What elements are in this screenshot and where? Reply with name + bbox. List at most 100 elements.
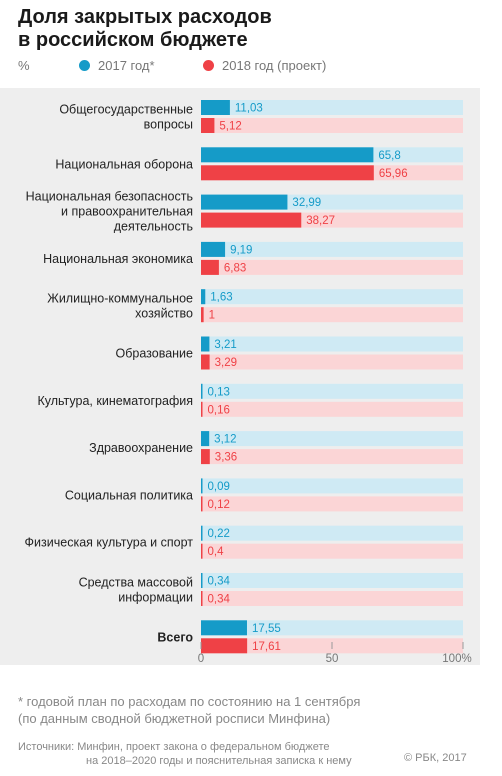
bar-2017 bbox=[201, 383, 203, 399]
value-label-2018: 65,96 bbox=[379, 168, 408, 180]
source-note: Источники: Минфин, проект закона о федер… bbox=[18, 740, 378, 768]
category-label: Здравоохранение bbox=[89, 441, 193, 455]
bar-track-2017 bbox=[201, 431, 463, 447]
value-label-2017: 0,13 bbox=[208, 386, 230, 398]
bar-2018 bbox=[201, 496, 203, 512]
chart-panel: 11,03 5,12 Общегосударственные вопросы 65,8 6… bbox=[0, 88, 480, 665]
legend-dot-2017-icon bbox=[79, 60, 90, 71]
bar-track-2017 bbox=[201, 100, 463, 115]
category-label: Средства массовой bbox=[79, 576, 193, 590]
bar-2017 bbox=[201, 431, 210, 447]
category-label: Национальная безопасность bbox=[26, 190, 193, 204]
category-label: хозяйство bbox=[135, 307, 193, 321]
bar-2018 bbox=[201, 449, 210, 465]
bar-track-2018 bbox=[201, 591, 463, 606]
value-label-2018: 1 bbox=[209, 310, 215, 322]
category-label: вопросы bbox=[144, 118, 193, 132]
legend-dot-2018-icon bbox=[203, 60, 214, 71]
bar-track-2018 bbox=[201, 496, 463, 512]
value-label-2018: 17,61 bbox=[252, 641, 281, 653]
bar-track-2017 bbox=[201, 525, 463, 541]
bar-track-2018 bbox=[201, 543, 463, 559]
bar-2017 bbox=[201, 573, 203, 588]
value-label-2018: 5,12 bbox=[219, 121, 241, 133]
value-label-2017: 9,19 bbox=[230, 244, 252, 256]
value-label-2017: 1,63 bbox=[210, 292, 232, 304]
category-label: Всего bbox=[157, 630, 193, 644]
chart-title-line1: Доля закрытых расходов bbox=[18, 6, 272, 28]
bar-2017 bbox=[201, 194, 288, 210]
category-label: Культура, кинематография bbox=[37, 394, 193, 408]
value-label-2017: 0,09 bbox=[208, 481, 230, 493]
value-label-2017: 65,8 bbox=[378, 150, 400, 162]
bar-track-2018 bbox=[201, 354, 463, 370]
bar-2018 bbox=[201, 259, 219, 275]
value-label-2018: 0,4 bbox=[208, 546, 225, 558]
bar-track-2017 bbox=[201, 241, 463, 257]
bar-2017 bbox=[201, 147, 374, 163]
bar-2017 bbox=[201, 478, 203, 494]
value-label-2017: 3,21 bbox=[214, 339, 236, 351]
bar-2017 bbox=[201, 525, 203, 541]
bar-track-2017 bbox=[201, 383, 463, 399]
category-label: Социальная политика bbox=[65, 488, 193, 502]
bar-track-2018 bbox=[201, 118, 463, 133]
category-label: информации bbox=[118, 591, 193, 605]
bar-2017 bbox=[201, 336, 210, 352]
legend-label-2018: 2018 год (проект) bbox=[222, 58, 327, 73]
bar-2018 bbox=[201, 165, 374, 181]
value-label-2018: 0,12 bbox=[208, 499, 230, 511]
bar-2018 bbox=[201, 591, 203, 606]
bar-2018 bbox=[201, 638, 248, 654]
bar-2018 bbox=[201, 401, 203, 417]
value-label-2017: 0,22 bbox=[208, 528, 230, 540]
value-label-2018: 38,27 bbox=[306, 215, 335, 227]
bar-track-2018 bbox=[201, 401, 463, 417]
category-label: Национальная оборона bbox=[55, 157, 193, 171]
x-tick-label: 50 bbox=[326, 653, 339, 665]
value-label-2018: 0,16 bbox=[208, 404, 230, 416]
legend-item-2018: 2018 год (проект) bbox=[203, 58, 326, 73]
footnote-line2: (по данным сводной бюджетной росписи Мин… bbox=[18, 711, 331, 726]
bar-track-2017 bbox=[201, 620, 463, 636]
bar-track-2017 bbox=[201, 289, 463, 305]
bar-2018 bbox=[201, 307, 204, 323]
x-tick-label: 100% bbox=[442, 653, 471, 665]
bar-2018 bbox=[201, 354, 210, 370]
category-label: деятельность bbox=[114, 220, 193, 234]
value-label-2017: 3,12 bbox=[214, 434, 236, 446]
value-label-2017: 17,55 bbox=[252, 623, 281, 635]
legend-item-2017: 2017 год* bbox=[79, 58, 155, 73]
bar-2017 bbox=[201, 289, 206, 305]
bar-track-2018 bbox=[201, 307, 463, 323]
x-tick-label: 0 bbox=[198, 653, 204, 665]
copyright: © РБК, 2017 bbox=[404, 752, 467, 764]
bar-track-2017 bbox=[201, 573, 463, 588]
category-label: и правоохранительная bbox=[61, 205, 193, 219]
chart-title: Доля закрытых расходов в российском бюдж… bbox=[18, 6, 318, 52]
category-label: Общегосударственные bbox=[59, 103, 193, 117]
footnote: * годовой план по расходам по состоянию … bbox=[18, 693, 398, 727]
value-label-2017: 32,99 bbox=[292, 197, 321, 209]
value-label-2017: 0,34 bbox=[208, 576, 231, 588]
category-label: Образование bbox=[116, 347, 194, 361]
footnote-line1: * годовой план по расходам по состоянию … bbox=[18, 694, 361, 709]
bar-2017 bbox=[201, 100, 230, 115]
value-label-2017: 11,03 bbox=[235, 103, 263, 115]
bar-2017 bbox=[201, 241, 226, 257]
category-label: Физическая культура и спорт bbox=[25, 536, 194, 550]
value-label-2018: 0,34 bbox=[208, 594, 231, 606]
value-label-2018: 3,29 bbox=[215, 357, 237, 369]
legend: % 2017 год* 2018 год (проект) bbox=[0, 58, 502, 76]
legend-label-2017: 2017 год* bbox=[98, 58, 155, 73]
category-label: Национальная экономика bbox=[43, 252, 193, 266]
bar-2018 bbox=[201, 543, 203, 559]
legend-unit: % bbox=[18, 58, 30, 73]
chart-title-line2: в российском бюджете bbox=[18, 29, 248, 51]
value-label-2018: 6,83 bbox=[224, 262, 246, 274]
category-label: Жилищно-коммунальное bbox=[47, 292, 193, 306]
bar-track-2017 bbox=[201, 478, 463, 494]
source-line1: Источники: Минфин, проект закона о федер… bbox=[18, 741, 330, 753]
value-label-2018: 3,36 bbox=[215, 452, 237, 464]
